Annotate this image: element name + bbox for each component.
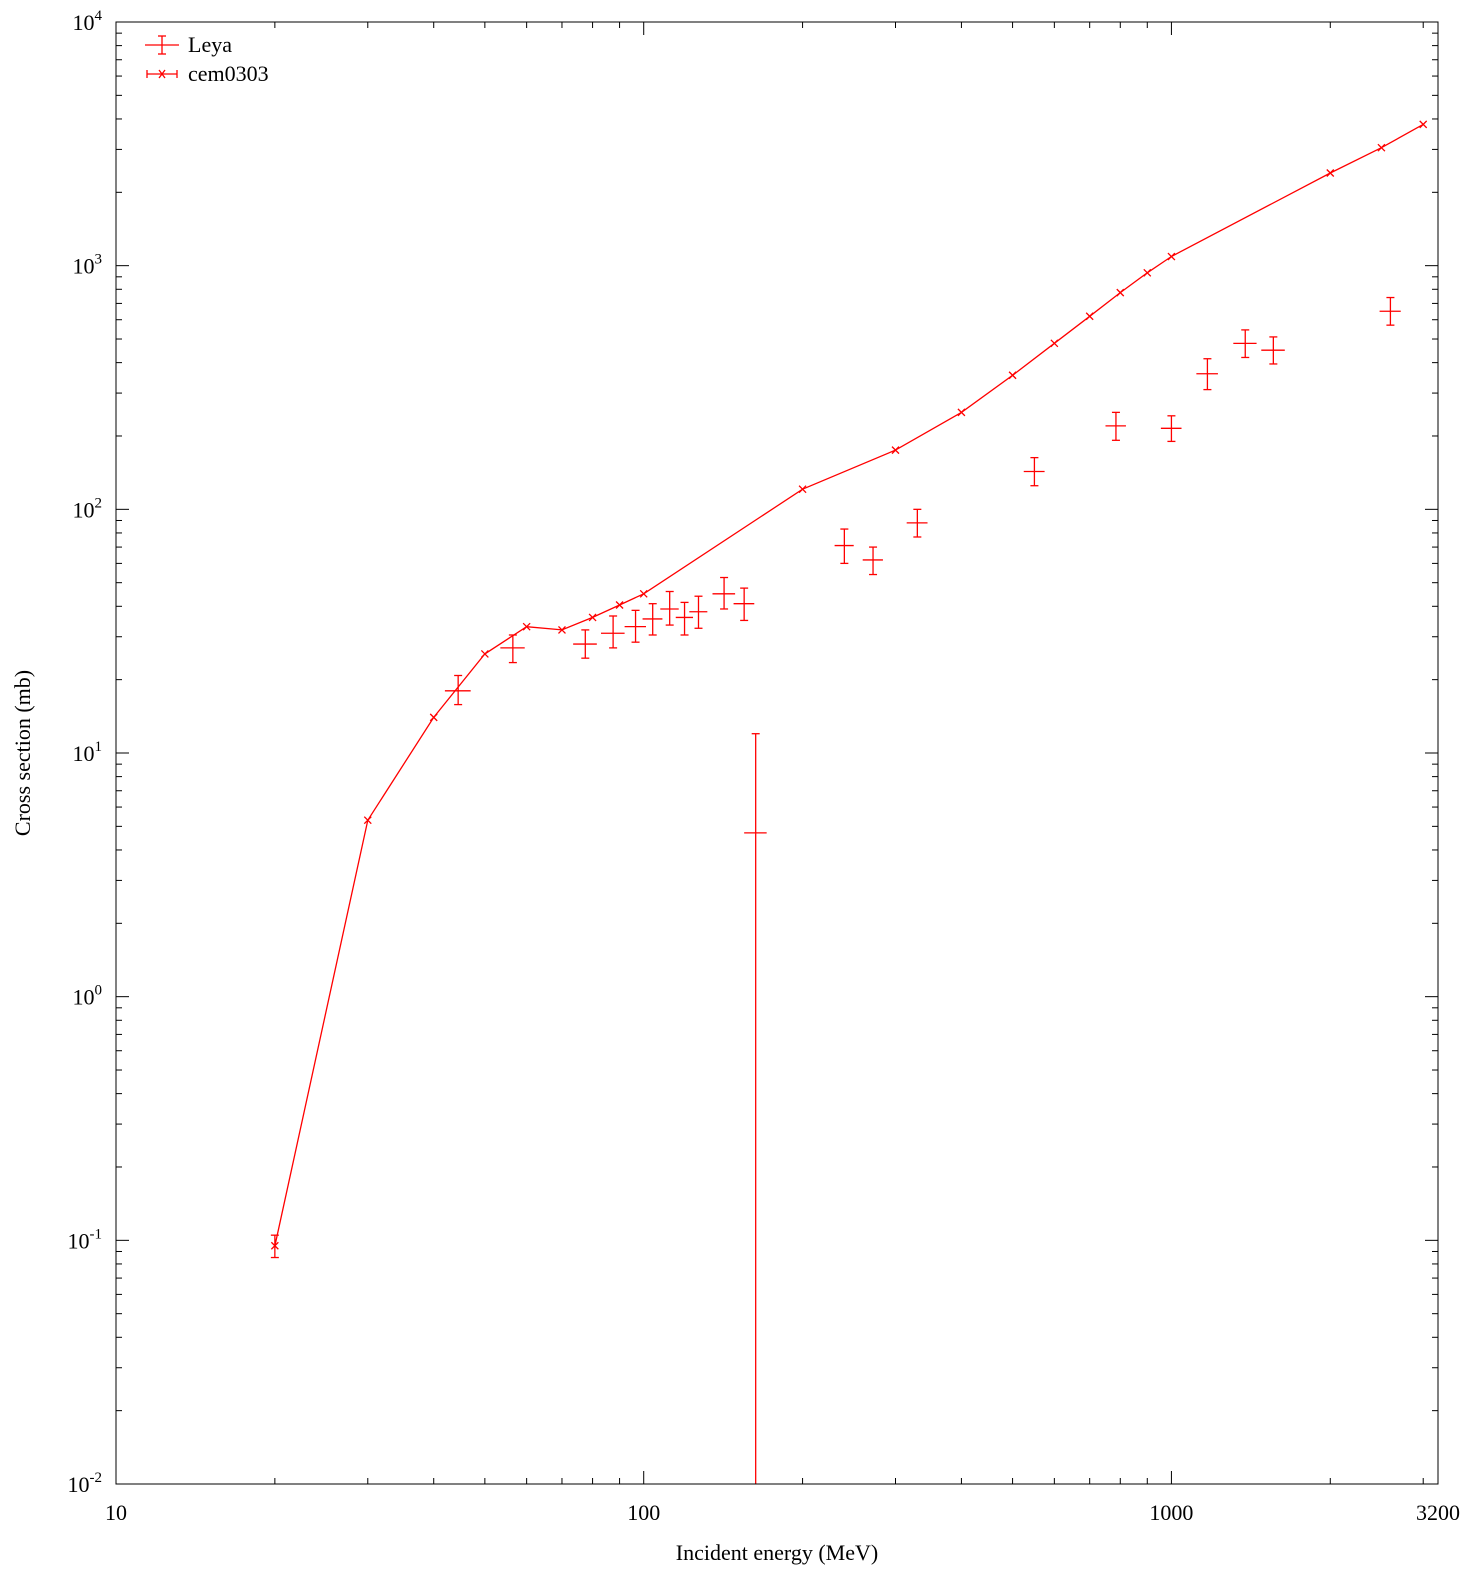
- y-tick-label: 103: [73, 252, 103, 279]
- y-tick-label: 10-2: [68, 1470, 103, 1497]
- leya-point: [906, 508, 928, 538]
- cem0303-marker: [522, 622, 531, 631]
- cem0303-marker: [429, 713, 438, 722]
- x-tick-label: 3200: [1416, 1500, 1460, 1525]
- cem0303-point: [270, 1234, 279, 1259]
- leya-point: [834, 528, 854, 565]
- leya-point: [675, 601, 694, 636]
- x-axis-title: Incident energy (MeV): [676, 1540, 878, 1565]
- leya-point: [1196, 358, 1218, 391]
- cem0303-marker: [639, 589, 648, 598]
- leya-point: [744, 733, 767, 1484]
- y-tick-label: 101: [73, 739, 103, 766]
- leya-point: [1023, 456, 1045, 487]
- cem0303-point: [798, 485, 807, 494]
- cem0303-marker: [480, 649, 489, 658]
- y-tick-label: 10-1: [68, 1226, 103, 1253]
- legend-line-cem0303: [158, 69, 166, 79]
- cem0303-marker: [1326, 169, 1335, 177]
- cem0303-marker: [1167, 252, 1176, 261]
- cem0303-marker: [558, 625, 566, 634]
- leya-point: [733, 587, 755, 622]
- plot-area: [270, 120, 1428, 1484]
- cem0303-marker: [1116, 288, 1125, 297]
- cem0303-marker: [1008, 371, 1017, 380]
- leya-point: [660, 590, 679, 626]
- leya-point: [573, 629, 597, 659]
- y-tick-label: 104: [73, 8, 103, 35]
- legend: Leya cem0303: [145, 32, 269, 86]
- cem0303-point: [1050, 339, 1059, 348]
- legend-marker-cem0303: [146, 69, 178, 79]
- cem0303-marker: [1377, 143, 1386, 152]
- cem0303-point: [957, 408, 966, 417]
- cem0303-point: [1167, 252, 1176, 261]
- leya-point: [862, 546, 883, 576]
- leya-point: [1261, 336, 1285, 365]
- cem0303-point: [1419, 120, 1428, 129]
- cem0303-point: [588, 613, 597, 622]
- cem0303-point: [1326, 169, 1335, 177]
- cem0303-point: [1377, 143, 1386, 152]
- cem0303-point: [522, 622, 531, 631]
- y-tick-label: 102: [73, 495, 103, 522]
- leya-point: [642, 603, 663, 636]
- plot-frame: [115, 21, 1439, 1485]
- cem0303-marker: [588, 613, 597, 622]
- cem0303-marker: [363, 816, 372, 825]
- y-axis-title: Cross section (mb): [10, 670, 35, 836]
- cem0303-point: [1116, 288, 1125, 297]
- leya-point: [712, 576, 736, 610]
- legend-label-leya: Leya: [188, 32, 232, 57]
- cem0303-line: [274, 123, 1424, 1246]
- x-tick-label: 10: [105, 1500, 127, 1525]
- cem0303-marker: [1050, 339, 1059, 348]
- y-tick-label: 100: [73, 983, 103, 1010]
- x-tick-label: 100: [627, 1500, 660, 1525]
- leya-point: [1105, 411, 1126, 441]
- leya-point: [1233, 329, 1257, 359]
- legend-label-cem0303: cem0303: [188, 61, 269, 86]
- cem0303-point: [1008, 371, 1017, 380]
- cem0303-point: [429, 713, 438, 722]
- leya-point: [689, 595, 708, 629]
- x-tick-label: 1000: [1149, 1500, 1193, 1525]
- cem0303-marker: [957, 408, 966, 417]
- cem0303-marker: [615, 601, 624, 609]
- cem0303-point: [558, 625, 566, 634]
- leya-point: [601, 615, 625, 649]
- cem0303-point: [363, 816, 372, 825]
- leya-point: [1160, 415, 1182, 443]
- leya-point: [1379, 296, 1401, 326]
- ticks: 10-2 10-1 100 101 102 103 104 10 100 1000 3200: [68, 8, 1461, 1525]
- legend-marker-leya: [145, 35, 179, 55]
- cem0303-marker: [1143, 268, 1152, 277]
- leya-point: [624, 609, 646, 643]
- cem0303-marker: [798, 485, 807, 494]
- leya-point: [444, 674, 471, 706]
- cem0303-point: [891, 446, 900, 455]
- leya-point: [500, 634, 525, 664]
- cem0303-point: [639, 589, 648, 598]
- cem0303-point: [1143, 268, 1152, 277]
- cem0303-marker: [1085, 312, 1094, 321]
- cem0303-point: [480, 649, 489, 658]
- cem0303-point: [615, 601, 624, 609]
- cem0303-point: [1085, 312, 1094, 321]
- cem0303-marker: [891, 446, 900, 455]
- cem0303-marker: [1419, 120, 1428, 129]
